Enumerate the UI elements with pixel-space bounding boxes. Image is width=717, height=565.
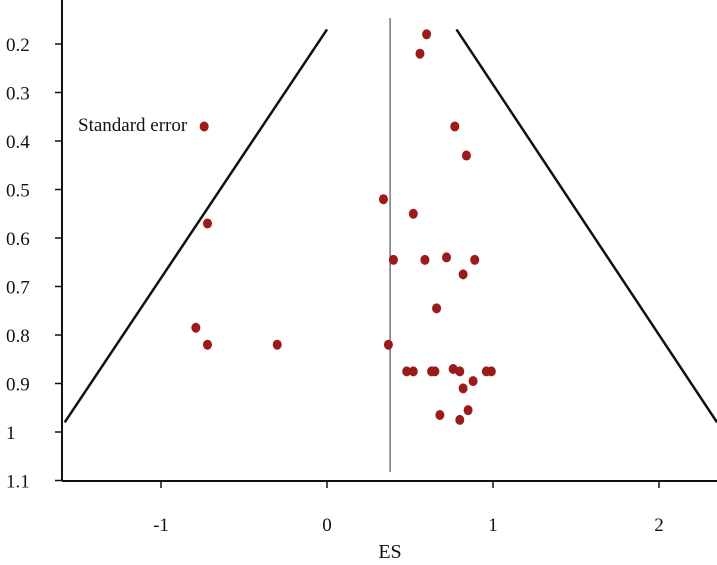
data-point <box>455 414 465 425</box>
data-point <box>468 376 478 387</box>
x-tick-label: 1 <box>488 515 498 536</box>
data-point <box>408 208 418 219</box>
data-point <box>486 366 496 377</box>
data-point <box>435 410 445 421</box>
data-point <box>458 383 468 394</box>
data-point <box>388 254 398 265</box>
data-point <box>202 218 212 229</box>
x-tick-label: -1 <box>153 515 169 536</box>
axes <box>61 0 717 482</box>
points <box>191 29 496 425</box>
data-point <box>191 322 201 333</box>
data-point <box>272 339 282 350</box>
y-tick-label: 0.9 <box>6 375 30 396</box>
data-point <box>422 29 432 40</box>
data-point <box>430 366 440 377</box>
y-tick-label: 0.3 <box>6 84 30 105</box>
data-point <box>383 339 393 350</box>
y-tick-label: 0.8 <box>6 326 30 347</box>
data-point <box>450 121 460 132</box>
data-point <box>458 269 468 280</box>
funnel-left-line <box>63 28 329 423</box>
data-point <box>442 252 452 263</box>
funnel <box>63 18 717 472</box>
y-tick-label: 0.4 <box>6 132 30 153</box>
data-point <box>408 366 418 377</box>
data-point <box>420 254 430 265</box>
y-tick-label: 0.7 <box>6 278 30 299</box>
y-tick-label: 1 <box>6 423 16 444</box>
data-point <box>202 339 212 350</box>
y-tick-label: 1.1 <box>6 472 30 493</box>
data-point <box>463 405 473 416</box>
data-point <box>470 254 480 265</box>
y-tick-label: 0.2 <box>6 35 30 56</box>
data-point <box>432 303 442 314</box>
y-tick-label: 0.5 <box>6 181 30 202</box>
x-tick-label: 2 <box>654 515 664 536</box>
data-point <box>415 48 425 59</box>
standard-error-label: Standard error <box>78 115 188 136</box>
data-point <box>455 366 465 377</box>
y-ticks: 0.2 0.3 0.4 0.5 0.6 0.7 0.8 0.9 1 1.1 <box>6 35 62 493</box>
x-axis-title: ES <box>378 541 401 563</box>
y-tick-label: 0.6 <box>6 229 30 250</box>
funnel-right-line <box>455 28 717 423</box>
x-ticks: -1 0 1 2 <box>153 481 664 536</box>
data-point <box>402 366 412 377</box>
data-point <box>461 150 471 161</box>
data-point <box>378 194 388 205</box>
x-tick-label: 0 <box>322 515 332 536</box>
data-point <box>199 121 209 132</box>
